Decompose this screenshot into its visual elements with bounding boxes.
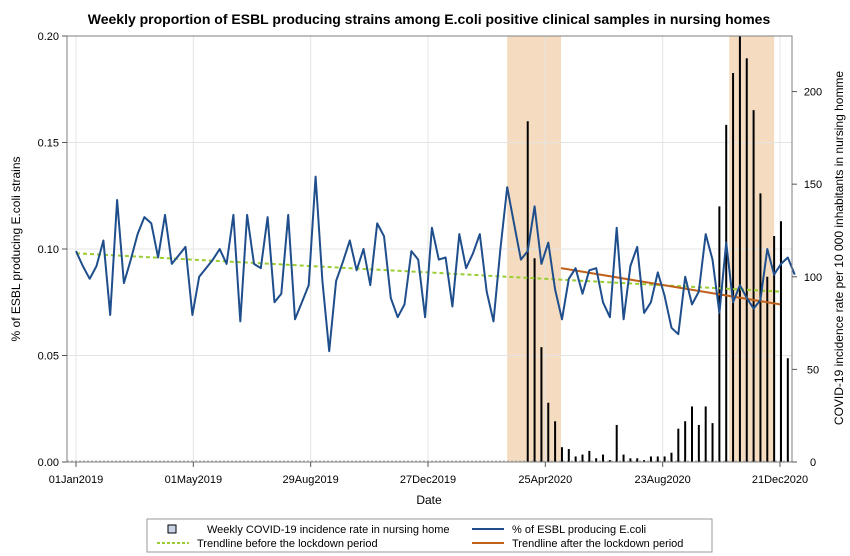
esbl-line <box>75 175 796 353</box>
x-tick-label: 27Dec2019 <box>400 474 456 486</box>
legend: Weekly COVID-19 incidence rate in nursin… <box>146 518 713 553</box>
x-tick-label: 29Aug2019 <box>283 474 339 486</box>
y-right-tick-label: 0 <box>810 457 816 469</box>
legend-frame <box>146 518 713 553</box>
x-tick-label: 01May2019 <box>165 474 223 486</box>
x-tick-label: 21Dec2020 <box>752 474 808 486</box>
x-tick-label: 01Jan2019 <box>49 474 103 486</box>
y-left-tick-label: 0.05 <box>38 351 59 363</box>
legend-swatch-covid <box>167 524 177 534</box>
x-tick-label: 25Apr2020 <box>518 474 572 486</box>
y-axis-left: 0.00 0.05 0.10 0.15 0.20 <box>38 31 67 469</box>
y-left-tick-label: 0.10 <box>38 244 59 256</box>
legend-label: Trendline after the lockdown period <box>512 538 683 550</box>
y-right-tick-label: 200 <box>804 87 822 99</box>
y-right-tick-label: 150 <box>804 179 822 191</box>
legend-label: Trendline before the lockdown period <box>197 538 378 550</box>
x-axis: 01Jan2019 01May2019 29Aug2019 27Dec2019 25Ap… <box>49 462 808 486</box>
y-right-tick-label: 50 <box>807 364 819 376</box>
legend-label: % of ESBL producing E.coli <box>512 524 646 536</box>
y-left-tick-label: 0.00 <box>38 457 59 469</box>
chart-title: Weekly proportion of ESBL producing stra… <box>88 11 771 27</box>
y-axis-right-label: COVID-19 incidence rate per 10 000 inhab… <box>832 71 846 426</box>
y-axis-left-label: % of ESBL producing E.coli strains <box>9 157 23 342</box>
x-axis-label: Date <box>416 493 442 507</box>
esbl-series <box>75 175 796 353</box>
y-left-tick-label: 0.20 <box>38 31 59 43</box>
x-tick-label: 23Aug2020 <box>635 474 691 486</box>
y-left-tick-label: 0.15 <box>38 138 59 150</box>
y-right-tick-label: 100 <box>804 272 822 284</box>
legend-label: Weekly COVID-19 incidence rate in nursin… <box>207 524 450 536</box>
covid-bars <box>526 36 789 462</box>
y-axis-right: 0 50 100 150 200 <box>792 87 822 469</box>
